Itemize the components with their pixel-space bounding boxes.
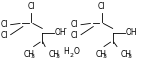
Text: Cl: Cl <box>28 2 35 11</box>
Text: ·: · <box>64 24 68 34</box>
Text: 2: 2 <box>69 53 73 58</box>
Text: CH: CH <box>23 50 34 59</box>
Text: Cl: Cl <box>71 20 78 29</box>
Text: OH: OH <box>54 28 66 37</box>
Text: Cl: Cl <box>71 31 78 40</box>
Text: 3: 3 <box>128 54 132 59</box>
Text: CH: CH <box>49 50 60 59</box>
Text: 3: 3 <box>30 54 34 59</box>
Text: H: H <box>63 47 69 56</box>
Text: Cl: Cl <box>0 20 8 29</box>
Text: O: O <box>74 47 80 56</box>
Text: 3: 3 <box>102 54 106 59</box>
Text: CH: CH <box>121 50 132 59</box>
Text: Cl: Cl <box>0 31 8 40</box>
Text: OH: OH <box>126 28 137 37</box>
Text: CH: CH <box>95 50 106 59</box>
Text: 3: 3 <box>56 54 60 59</box>
Text: Cl: Cl <box>98 2 106 11</box>
